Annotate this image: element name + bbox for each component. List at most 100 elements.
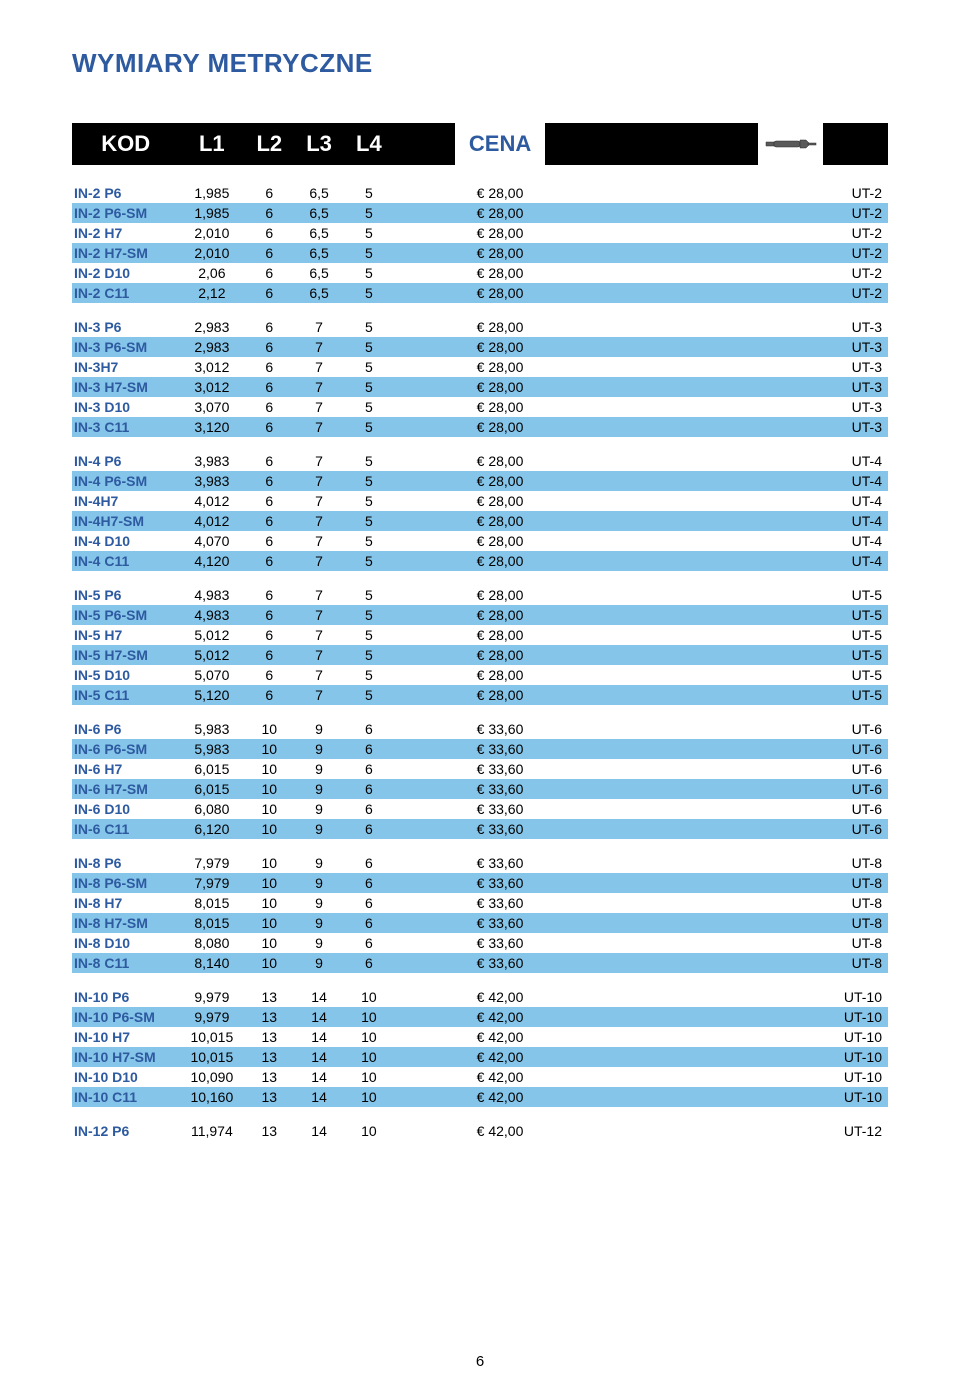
cell-l2: 13	[244, 1087, 294, 1107]
cell-l4: 5	[344, 585, 394, 605]
cell-l1: 2,983	[179, 337, 244, 357]
cell-l1: 5,012	[179, 645, 244, 665]
cell-ut: UT-10	[758, 1007, 888, 1027]
cell-ut: UT-6	[758, 799, 888, 819]
cell-l3: 7	[294, 585, 344, 605]
cell-l4: 10	[344, 1067, 394, 1087]
cell-l2: 6	[244, 531, 294, 551]
cell-l4: 5	[344, 491, 394, 511]
cell-l1: 2,06	[179, 263, 244, 283]
cell-l3: 14	[294, 1121, 344, 1141]
cell-kod: IN-10 P6	[72, 987, 179, 1007]
cell-l2: 6	[244, 491, 294, 511]
cell-l4: 5	[344, 685, 394, 705]
cell-l2: 6	[244, 645, 294, 665]
cell-cena: € 33,60	[455, 893, 545, 913]
cell-cena: € 28,00	[455, 471, 545, 491]
cell-kod: IN-8 H7	[72, 893, 179, 913]
cell-ut: UT-6	[758, 779, 888, 799]
table-header: KOD L1 L2 L3 L4 CENA	[72, 123, 888, 165]
table-row: IN-5 P64,983675€ 28,00UT-5	[72, 585, 888, 605]
cell-l4: 6	[344, 819, 394, 839]
cell-ut: UT-6	[758, 759, 888, 779]
cell-ut: UT-2	[758, 283, 888, 303]
table-row: IN-6 H7-SM6,0151096€ 33,60UT-6	[72, 779, 888, 799]
cell-l4: 5	[344, 625, 394, 645]
cell-l2: 6	[244, 397, 294, 417]
table-row: IN-3H73,012675€ 28,00UT-3	[72, 357, 888, 377]
cell-l4: 5	[344, 357, 394, 377]
cell-l2: 6	[244, 605, 294, 625]
cell-l2: 6	[244, 337, 294, 357]
cell-l2: 10	[244, 739, 294, 759]
cell-cena: € 28,00	[455, 243, 545, 263]
cell-l2: 10	[244, 759, 294, 779]
cell-l1: 10,015	[179, 1027, 244, 1047]
cell-l4: 5	[344, 377, 394, 397]
cell-l2: 10	[244, 913, 294, 933]
table-row: IN-10 C1110,160131410€ 42,00UT-10	[72, 1087, 888, 1107]
cell-l3: 9	[294, 913, 344, 933]
cell-l1: 2,12	[179, 283, 244, 303]
table-row: IN-5 C115,120675€ 28,00UT-5	[72, 685, 888, 705]
cell-l1: 9,979	[179, 1007, 244, 1027]
cell-cena: € 33,60	[455, 953, 545, 973]
cell-kod: IN-2 P6	[72, 183, 179, 203]
cell-l3: 9	[294, 873, 344, 893]
cell-l3: 6,5	[294, 223, 344, 243]
cell-kod: IN-8 P6	[72, 853, 179, 873]
cell-l1: 6,015	[179, 779, 244, 799]
cell-l3: 7	[294, 417, 344, 437]
cell-ut: UT-5	[758, 665, 888, 685]
cell-l1: 1,985	[179, 203, 244, 223]
table-row: IN-8 D108,0801096€ 33,60UT-8	[72, 933, 888, 953]
cell-l2: 6	[244, 223, 294, 243]
cell-ut: UT-4	[758, 471, 888, 491]
cell-cena: € 42,00	[455, 1121, 545, 1141]
cell-kod: IN-5 P6	[72, 585, 179, 605]
cell-cena: € 42,00	[455, 1087, 545, 1107]
table-row: IN-2 H72,01066,55€ 28,00UT-2	[72, 223, 888, 243]
table-row: IN-3 C113,120675€ 28,00UT-3	[72, 417, 888, 437]
cell-l3: 9	[294, 893, 344, 913]
table-row: IN-6 H76,0151096€ 33,60UT-6	[72, 759, 888, 779]
table-row: IN-4H74,012675€ 28,00UT-4	[72, 491, 888, 511]
cell-kod: IN-2 D10	[72, 263, 179, 283]
table-row: IN-5 P6-SM4,983675€ 28,00UT-5	[72, 605, 888, 625]
table-row: IN-4H7-SM4,012675€ 28,00UT-4	[72, 511, 888, 531]
cell-l4: 6	[344, 799, 394, 819]
cell-kod: IN-4 D10	[72, 531, 179, 551]
cell-ut: UT-8	[758, 953, 888, 973]
table-row: IN-5 D105,070675€ 28,00UT-5	[72, 665, 888, 685]
cell-l4: 5	[344, 645, 394, 665]
cell-ut: UT-8	[758, 913, 888, 933]
cell-l2: 13	[244, 987, 294, 1007]
table-row: IN-6 D106,0801096€ 33,60UT-6	[72, 799, 888, 819]
cell-kod: IN-8 P6-SM	[72, 873, 179, 893]
cell-l1: 5,120	[179, 685, 244, 705]
cell-l3: 7	[294, 397, 344, 417]
cell-l1: 4,012	[179, 511, 244, 531]
cell-ut: UT-2	[758, 243, 888, 263]
cell-l3: 9	[294, 759, 344, 779]
header-l3: L3	[294, 123, 344, 165]
cell-l4: 6	[344, 739, 394, 759]
cell-l2: 10	[244, 719, 294, 739]
table-group: IN-6 P65,9831096€ 33,60UT-6IN-6 P6-SM5,9…	[72, 719, 888, 839]
cell-ut: UT-2	[758, 183, 888, 203]
cell-ut: UT-3	[758, 317, 888, 337]
cell-l2: 10	[244, 893, 294, 913]
cell-l1: 7,979	[179, 853, 244, 873]
table-row: IN-2 C112,1266,55€ 28,00UT-2	[72, 283, 888, 303]
cell-l2: 10	[244, 953, 294, 973]
cell-l3: 7	[294, 511, 344, 531]
cell-l1: 3,070	[179, 397, 244, 417]
cell-kod: IN-5 P6-SM	[72, 605, 179, 625]
cell-cena: € 42,00	[455, 1007, 545, 1027]
cell-kod: IN-2 H7	[72, 223, 179, 243]
header-spacer-3	[823, 123, 888, 165]
cell-l1: 3,983	[179, 451, 244, 471]
cell-kod: IN-6 H7	[72, 759, 179, 779]
cell-cena: € 28,00	[455, 183, 545, 203]
cell-kod: IN-3 D10	[72, 397, 179, 417]
